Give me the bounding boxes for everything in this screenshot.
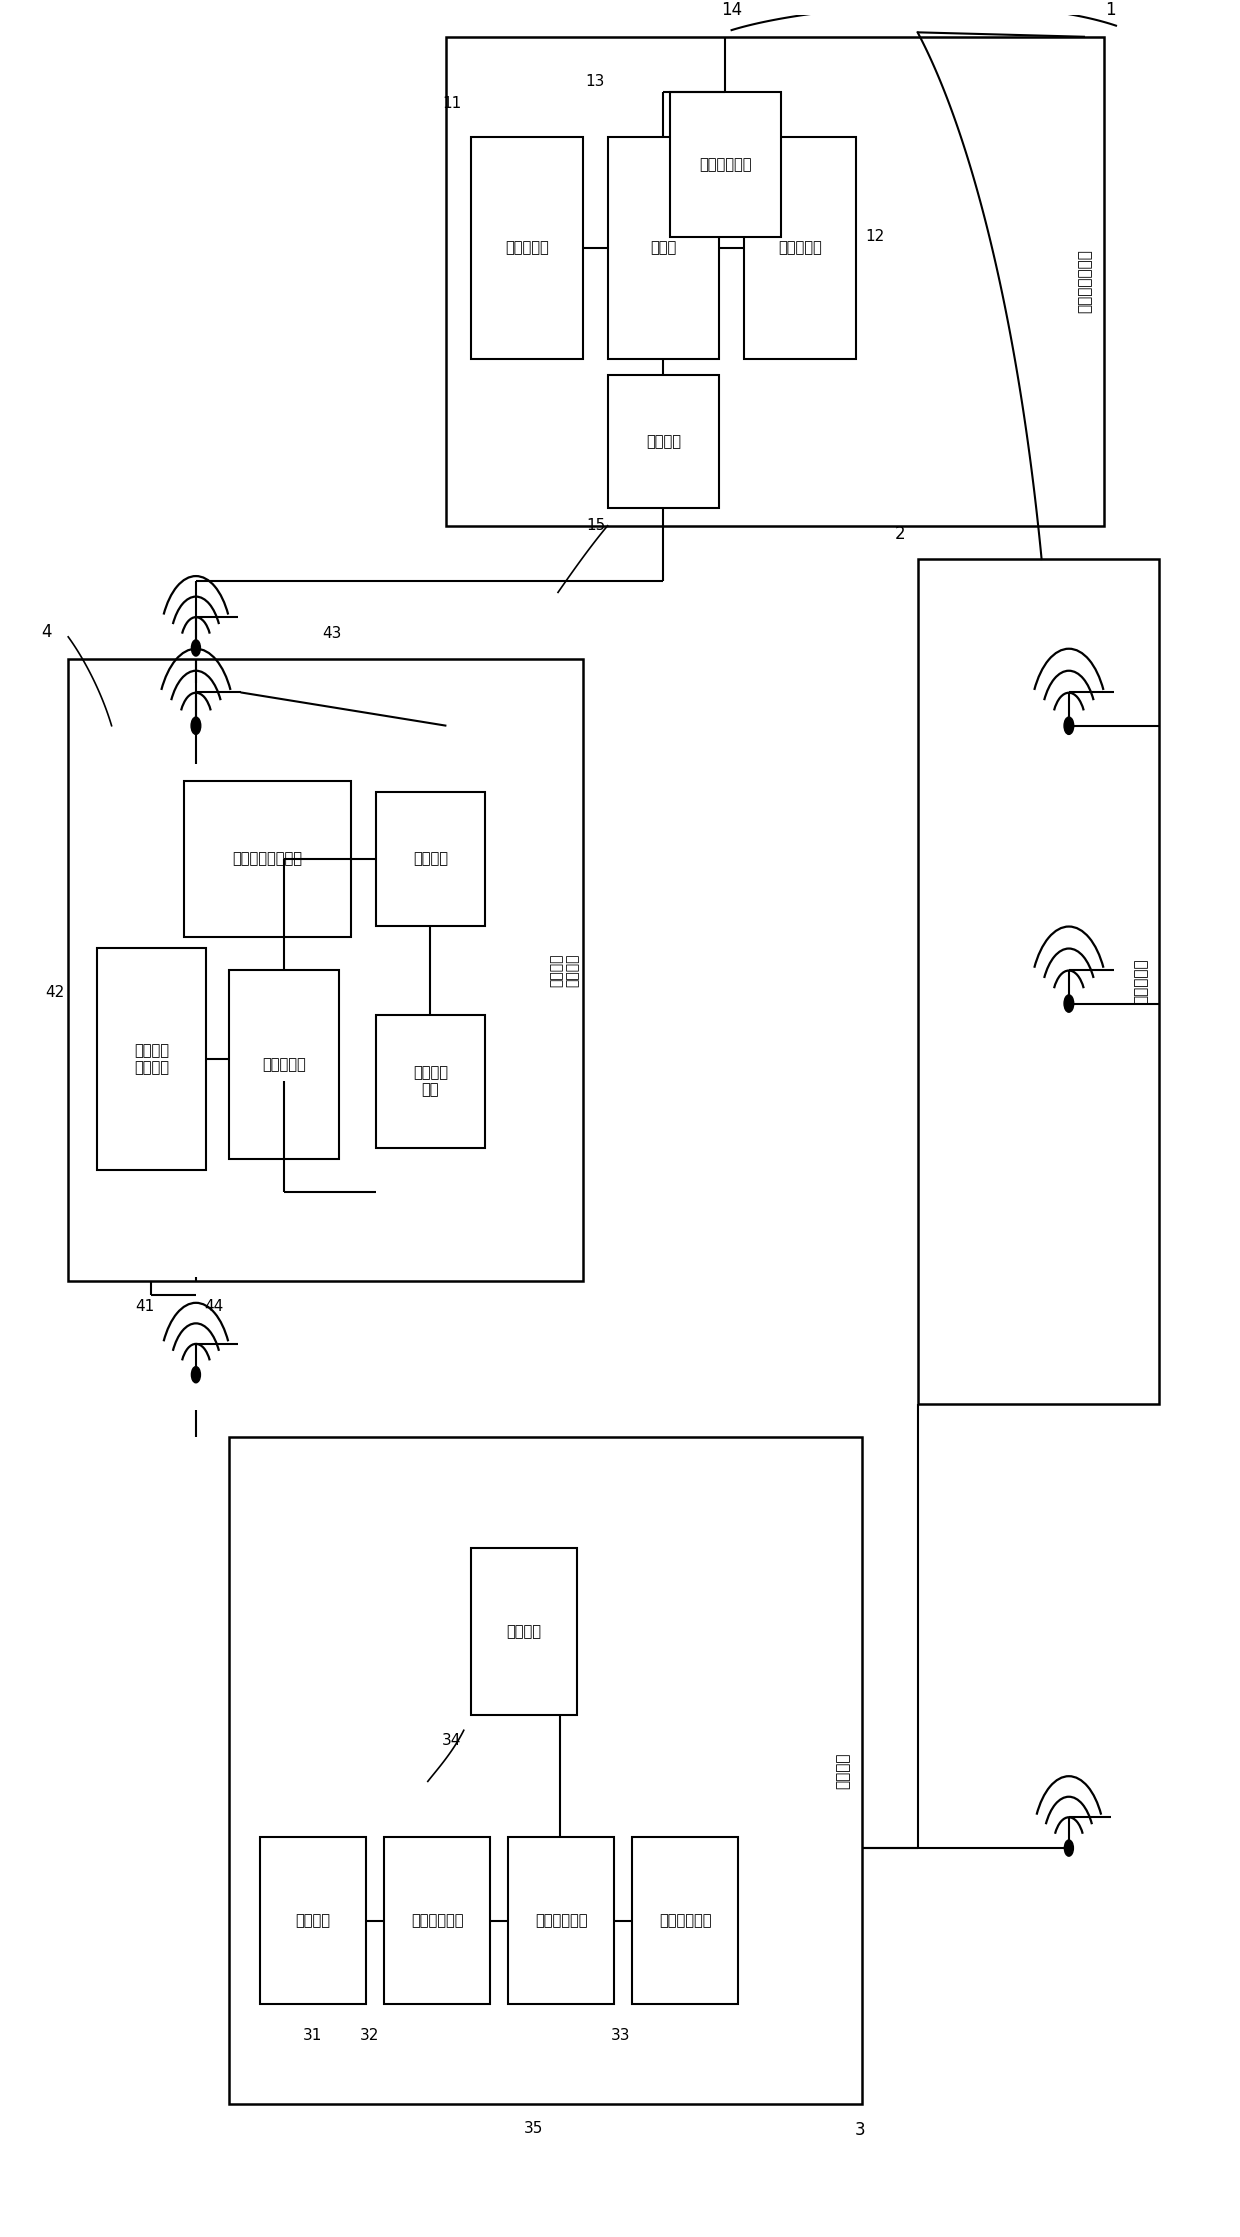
Text: 数据存储模块: 数据存储模块 <box>410 1913 464 1928</box>
Text: 41: 41 <box>135 1300 155 1313</box>
FancyBboxPatch shape <box>229 971 339 1159</box>
Circle shape <box>1064 995 1074 1011</box>
Text: 存储器: 存储器 <box>650 239 677 255</box>
Text: 位移传感器: 位移传感器 <box>505 239 549 255</box>
Text: 14: 14 <box>720 0 743 18</box>
Text: 控制中心: 控制中心 <box>836 1752 851 1790</box>
Text: 数据集采
汇聚节点: 数据集采 汇聚节点 <box>549 953 579 987</box>
Text: 集采器模块: 集采器模块 <box>262 1058 306 1072</box>
Text: 数据集采
模块: 数据集采 模块 <box>413 1065 448 1098</box>
Text: 微处理器: 微处理器 <box>646 434 681 450</box>
Text: 参数设置模块: 参数设置模块 <box>658 1913 712 1928</box>
Text: 报警模块: 报警模块 <box>506 1624 542 1640</box>
Text: 15: 15 <box>585 519 605 532</box>
Text: 分路模块: 分路模块 <box>413 852 448 866</box>
Text: 4: 4 <box>42 624 52 642</box>
FancyBboxPatch shape <box>376 1016 485 1148</box>
Text: 12: 12 <box>866 230 885 244</box>
FancyBboxPatch shape <box>260 1837 366 2004</box>
FancyBboxPatch shape <box>471 1548 577 1716</box>
Text: 33: 33 <box>610 2029 630 2042</box>
Text: 11: 11 <box>441 96 461 112</box>
FancyBboxPatch shape <box>670 92 781 237</box>
Text: 34: 34 <box>441 1731 461 1747</box>
Text: 3: 3 <box>854 2121 866 2139</box>
Text: 温度传感器: 温度传感器 <box>777 239 822 255</box>
Circle shape <box>1064 1841 1074 1857</box>
Text: 2: 2 <box>894 526 905 544</box>
FancyBboxPatch shape <box>384 1837 490 2004</box>
Text: 43: 43 <box>322 626 342 642</box>
Circle shape <box>191 640 201 655</box>
Text: 数据中继器: 数据中继器 <box>1133 957 1148 1004</box>
Circle shape <box>1064 718 1074 734</box>
FancyBboxPatch shape <box>97 948 206 1170</box>
FancyBboxPatch shape <box>632 1837 738 2004</box>
FancyBboxPatch shape <box>508 1837 614 2004</box>
Text: 44: 44 <box>205 1300 224 1313</box>
Text: 无线通信模块: 无线通信模块 <box>699 157 751 172</box>
Text: 31: 31 <box>303 2029 322 2042</box>
FancyBboxPatch shape <box>608 136 719 358</box>
Circle shape <box>191 1367 201 1382</box>
Circle shape <box>191 718 201 734</box>
FancyBboxPatch shape <box>376 792 485 926</box>
Text: 无线信号
发射模块: 无线信号 发射模块 <box>134 1042 169 1076</box>
Text: 数据通道扩展模块: 数据通道扩展模块 <box>232 852 303 866</box>
Text: 35: 35 <box>523 2121 543 2136</box>
Text: 显示模块: 显示模块 <box>295 1913 331 1928</box>
Text: 数据处理模块: 数据处理模块 <box>534 1913 588 1928</box>
Text: 32: 32 <box>360 2029 379 2042</box>
FancyBboxPatch shape <box>184 781 351 937</box>
Text: 无线传感器节点: 无线传感器节点 <box>1078 248 1092 313</box>
Text: 13: 13 <box>585 74 605 89</box>
Text: 42: 42 <box>45 984 64 1000</box>
FancyBboxPatch shape <box>471 136 583 358</box>
Text: 1: 1 <box>1105 0 1116 18</box>
FancyBboxPatch shape <box>744 136 856 358</box>
FancyBboxPatch shape <box>608 374 719 508</box>
